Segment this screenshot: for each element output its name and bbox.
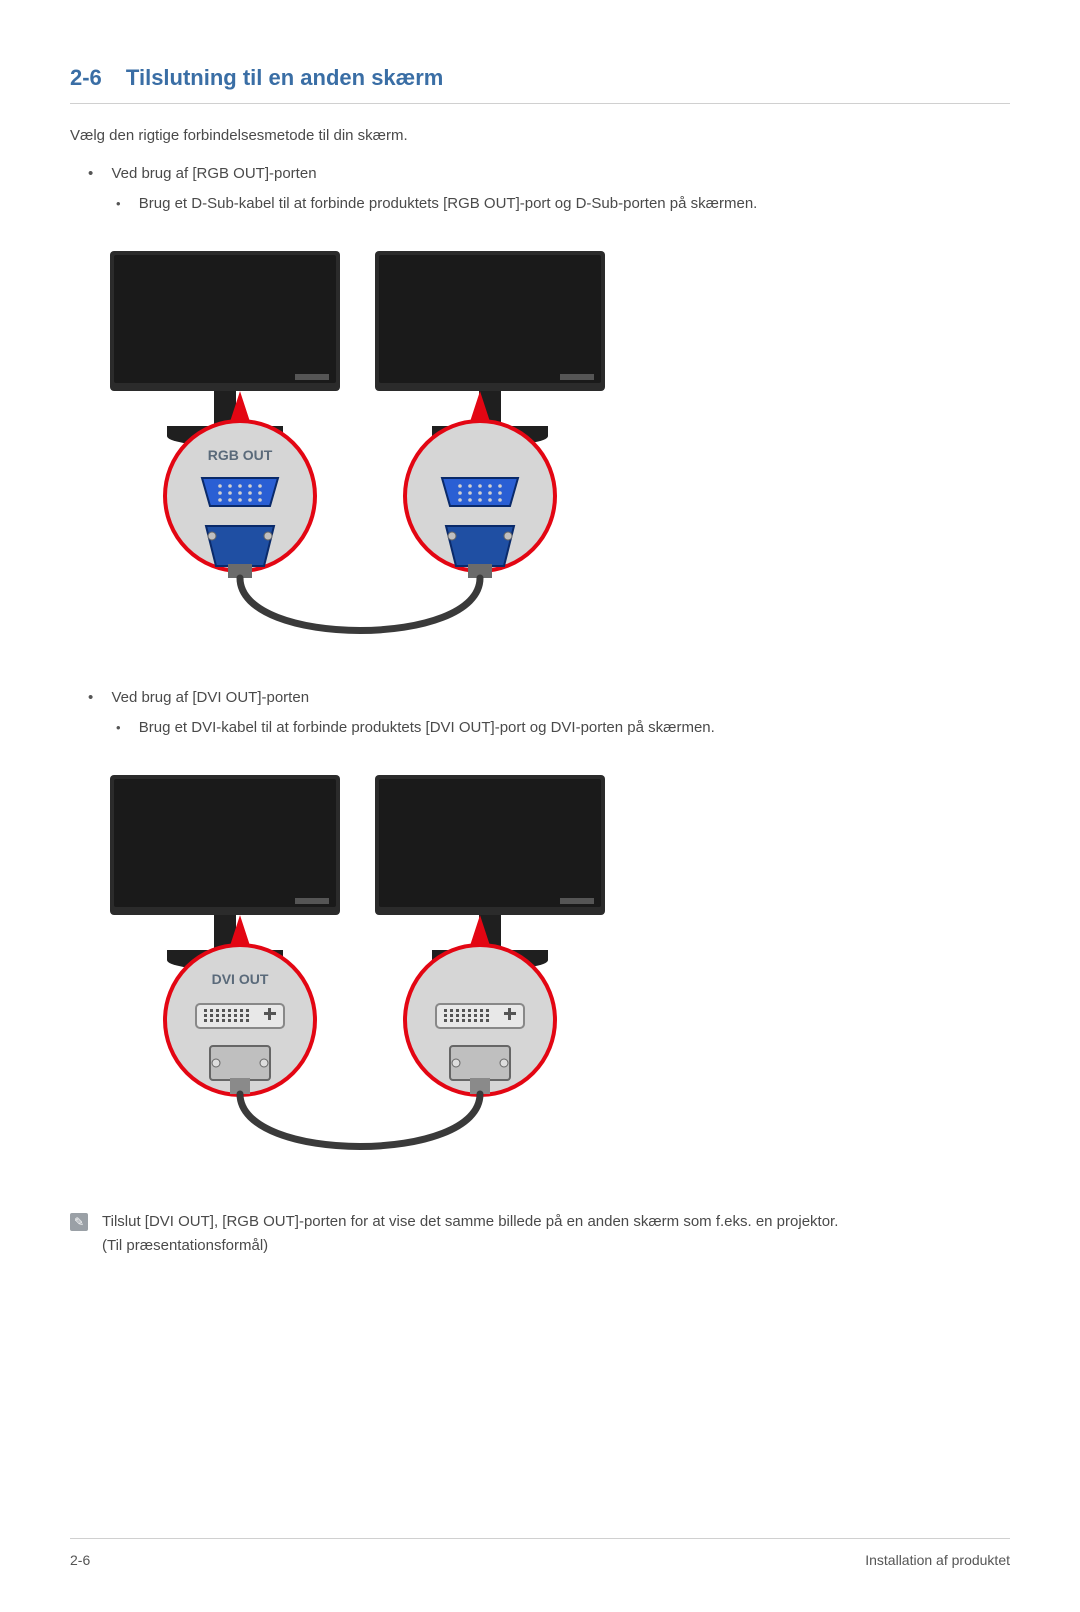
diagram-rgb-svg: RGB OUT <box>90 236 630 656</box>
note-line1: Tilslut [DVI OUT], [RGB OUT]-porten for … <box>102 1210 838 1234</box>
bullet-dvi: Ved brug af [DVI OUT]-porten Brug et DVI… <box>88 686 1010 740</box>
subbullet-dvi: Brug et DVI-kabel til at forbinde produk… <box>116 716 1010 740</box>
footer-left: 2-6 <box>70 1549 90 1571</box>
footer-right: Installation af produktet <box>865 1549 1010 1571</box>
diagram-rgb: RGB OUT <box>90 236 630 656</box>
section-title: Tilslutning til en anden skærm <box>126 65 443 90</box>
section-heading: 2-6 Tilslutning til en anden skærm <box>70 60 1010 104</box>
note-text: Tilslut [DVI OUT], [RGB OUT]-porten for … <box>102 1210 838 1258</box>
note-icon: ✎ <box>70 1213 88 1231</box>
subbullet-rgb: Brug et D-Sub-kabel til at forbinde prod… <box>116 192 1010 216</box>
svg-text:RGB OUT: RGB OUT <box>208 447 273 463</box>
section-number: 2-6 <box>70 65 102 90</box>
bullet-rgb: Ved brug af [RGB OUT]-porten Brug et D-S… <box>88 162 1010 216</box>
note-line2: (Til præsentationsformål) <box>102 1234 838 1258</box>
subbullet-rgb-text: Brug et D-Sub-kabel til at forbinde prod… <box>139 195 758 212</box>
subbullet-dvi-text: Brug et DVI-kabel til at forbinde produk… <box>139 719 715 736</box>
note-row: ✎ Tilslut [DVI OUT], [RGB OUT]-porten fo… <box>70 1210 1010 1258</box>
bullet-dvi-label: Ved brug af [DVI OUT]-porten <box>111 689 309 706</box>
svg-text:DVI OUT: DVI OUT <box>212 971 269 987</box>
bullet-rgb-label: Ved brug af [RGB OUT]-porten <box>111 165 316 182</box>
diagram-dvi: DVI OUT <box>90 760 630 1180</box>
intro-text: Vælg den rigtige forbindelsesmetode til … <box>70 124 1010 148</box>
page-footer: 2-6 Installation af produktet <box>70 1538 1010 1571</box>
diagram-dvi-svg: DVI OUT <box>90 760 630 1180</box>
